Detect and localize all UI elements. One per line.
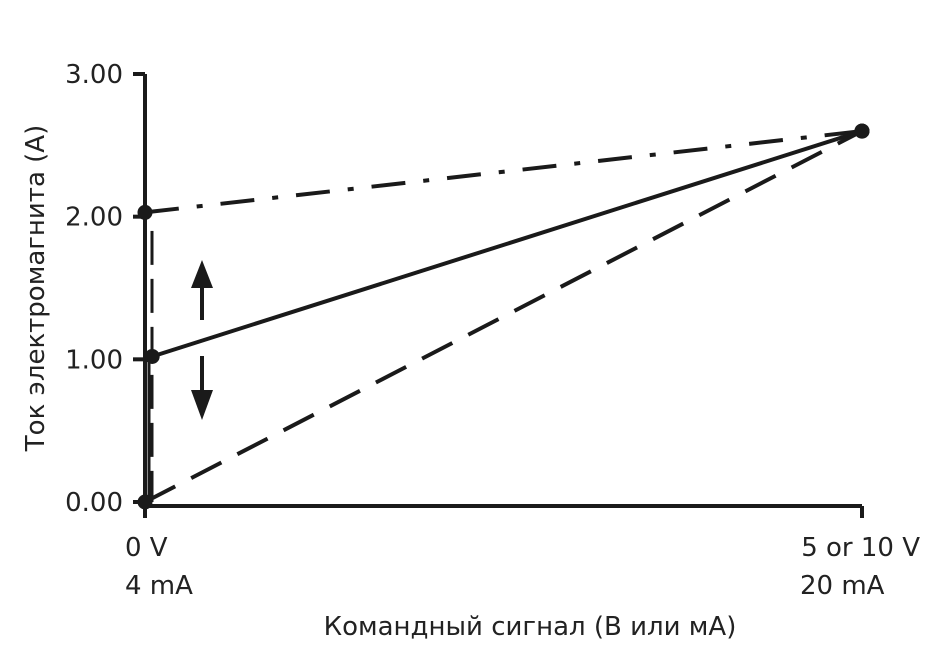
data-point	[854, 123, 870, 139]
data-point	[137, 204, 153, 220]
y-tick-label: 2.00	[65, 203, 123, 233]
series-line-dash-dot	[144, 129, 863, 215]
series-line-dashed	[144, 129, 863, 504]
labels-group: 3.00 2.00 1.00 0.000 V 4 mA 5 or 10 V 20 mA Ком…	[21, 60, 920, 642]
y-tick-label: 3.00	[65, 60, 123, 90]
y-axis-title: Ток электромагнита (A)	[21, 125, 51, 452]
x-tick-sublabel: 4 mA	[125, 571, 193, 601]
y-tick-label: 0.00	[65, 488, 123, 518]
x-tick-sublabel: 20 mA	[800, 571, 885, 601]
series-line-solid	[151, 129, 863, 359]
x-tick-label: 0 V	[125, 533, 168, 563]
x-tick-label: 5 or 10 V	[801, 533, 920, 563]
arrow-up-head	[191, 260, 213, 288]
arrow-down-head	[191, 390, 213, 420]
x-axis-title: Командный сигнал (В или мА)	[324, 612, 737, 642]
y-tick-label: 1.00	[65, 345, 123, 375]
series-group	[137, 123, 870, 510]
